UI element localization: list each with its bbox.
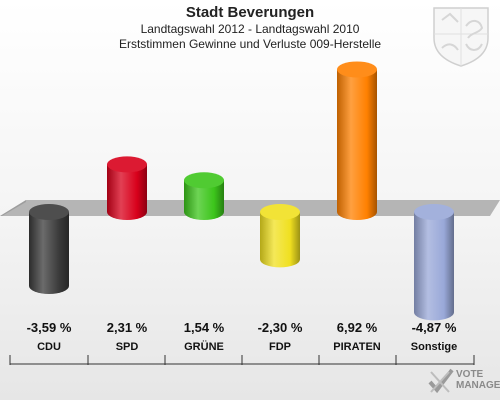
bar-grüne	[184, 172, 224, 220]
value-label-spd: 2,31 %	[107, 320, 148, 335]
bar-spd	[107, 156, 147, 220]
bar-piraten	[337, 61, 377, 220]
category-label-spd: SPD	[116, 341, 139, 353]
bar-cdu	[29, 204, 69, 294]
vote-check-icon	[428, 368, 454, 394]
category-label-piraten: PIRATEN	[333, 341, 381, 353]
value-label-piraten: 6,92 %	[337, 320, 378, 335]
bar-sonstige	[414, 204, 454, 321]
brand-line-1: VOTE	[456, 369, 484, 380]
value-label-grüne: 1,54 %	[184, 320, 225, 335]
category-label-fdp: FDP	[269, 341, 291, 353]
value-label-sonstige: -4,87 %	[412, 320, 457, 335]
value-label-cdu: -3,59 %	[27, 320, 72, 335]
value-label-fdp: -2,30 %	[258, 320, 303, 335]
chart-subtitle-1: Landtagswahl 2012 - Landtagswahl 2010	[140, 22, 360, 36]
chart-subtitle-2: Erststimmen Gewinne und Verluste 009-Her…	[118, 37, 382, 51]
brand-line-2: MANAGER	[456, 380, 500, 391]
category-label-cdu: CDU	[37, 341, 61, 353]
chart-title: Stadt Beverungen	[185, 4, 315, 21]
bar-fdp	[260, 204, 300, 268]
chart-header: Stadt Beverungen Landtagswahl 2012 - Lan…	[0, 4, 500, 52]
vote-manager-logo: VOTE MANAGER	[428, 366, 500, 396]
coat-of-arms-icon	[433, 7, 489, 67]
category-label-sonstige: Sonstige	[411, 341, 457, 353]
category-label-grüne: GRÜNE	[184, 340, 224, 353]
